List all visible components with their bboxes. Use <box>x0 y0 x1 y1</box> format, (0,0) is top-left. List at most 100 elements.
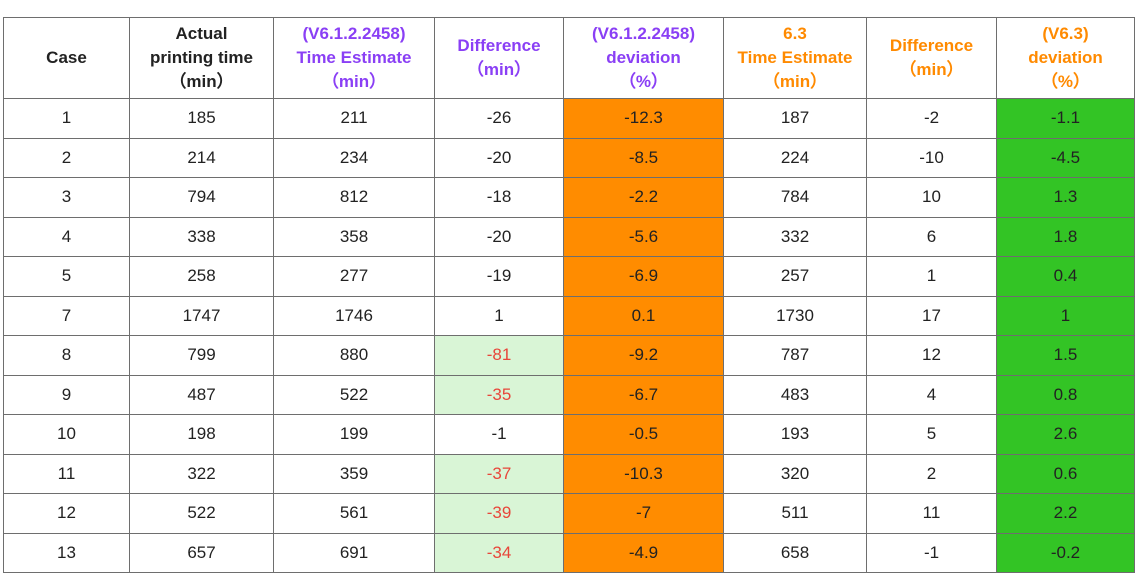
header-line: Difference <box>889 36 974 55</box>
cell-v63-difference: 4 <box>866 374 997 415</box>
cell-v612-estimate: 199 <box>273 414 435 455</box>
cell-v612-deviation: -8.5 <box>563 137 724 178</box>
header-v63-difference: Difference （min） <box>866 17 997 99</box>
cell-case: 5 <box>3 256 130 297</box>
header-line: deviation <box>606 48 681 67</box>
header-v612-deviation: (V6.1.2.2458) deviation （%） <box>563 17 724 99</box>
cell-v612-estimate: 812 <box>273 177 435 218</box>
cell-v612-estimate: 211 <box>273 98 435 139</box>
cell-v612-difference: 1 <box>434 295 564 336</box>
table-row: 3 794 812 -18 -2.2 784 10 1.3 <box>3 177 1135 218</box>
header-line: Time Estimate <box>737 48 853 67</box>
cell-case: 7 <box>3 295 130 336</box>
table-row: 2 214 234 -20 -8.5 224 -10 -4.5 <box>3 137 1135 178</box>
cell-v63-deviation: -4.5 <box>996 137 1135 178</box>
cell-actual-time: 522 <box>129 493 274 534</box>
cell-v63-difference: 6 <box>866 216 997 257</box>
header-line: printing time <box>150 48 253 67</box>
cell-case: 10 <box>3 414 130 455</box>
header-line: (V6.1.2.2458) <box>302 24 406 43</box>
cell-v63-deviation: 0.4 <box>996 256 1135 297</box>
cell-v63-difference: 12 <box>866 335 997 376</box>
cell-v612-estimate: 234 <box>273 137 435 178</box>
table-row: 11 322 359 -37 -10.3 320 2 0.6 <box>3 453 1135 494</box>
cell-v63-difference: -10 <box>866 137 997 178</box>
cell-v63-deviation: 2.2 <box>996 493 1135 534</box>
header-line: （%） <box>618 72 669 91</box>
cell-case: 1 <box>3 98 130 139</box>
header-line: （min） <box>899 60 964 79</box>
table-row: 10 198 199 -1 -0.5 193 5 2.6 <box>3 414 1135 455</box>
cell-v63-deviation: 1 <box>996 295 1135 336</box>
cell-v612-difference: -34 <box>434 532 564 573</box>
header-line: Time Estimate <box>296 48 412 67</box>
cell-actual-time: 185 <box>129 98 274 139</box>
cell-v612-estimate: 691 <box>273 532 435 573</box>
header-line: （min） <box>321 72 387 91</box>
cell-actual-time: 487 <box>129 374 274 415</box>
cell-v612-deviation: -2.2 <box>563 177 724 218</box>
cell-actual-time: 657 <box>129 532 274 573</box>
cell-actual-time: 258 <box>129 256 274 297</box>
table-row: 1 185 211 -26 -12.3 187 -2 -1.1 <box>3 98 1135 139</box>
cell-v63-difference: -1 <box>866 532 997 573</box>
cell-v612-estimate: 561 <box>273 493 435 534</box>
cell-v63-estimate: 320 <box>723 453 867 494</box>
cell-v612-difference: -20 <box>434 216 564 257</box>
cell-v612-estimate: 358 <box>273 216 435 257</box>
cell-v63-estimate: 193 <box>723 414 867 455</box>
cell-actual-time: 799 <box>129 335 274 376</box>
table-row: 5 258 277 -19 -6.9 257 1 0.4 <box>3 256 1135 297</box>
cell-v612-deviation: 0.1 <box>563 295 724 336</box>
cell-v612-deviation: -6.7 <box>563 374 724 415</box>
cell-v63-deviation: -0.2 <box>996 532 1135 573</box>
header-v63-estimate: 6.3 Time Estimate （min） <box>723 17 867 99</box>
cell-actual-time: 1747 <box>129 295 274 336</box>
header-line: deviation <box>1028 48 1103 67</box>
cell-v63-estimate: 787 <box>723 335 867 376</box>
cell-case: 11 <box>3 453 130 494</box>
table-row: 4 338 358 -20 -5.6 332 6 1.8 <box>3 216 1135 257</box>
cell-v612-deviation: -10.3 <box>563 453 724 494</box>
cell-actual-time: 794 <box>129 177 274 218</box>
header-case: Case <box>3 17 130 99</box>
cell-v612-difference: -18 <box>434 177 564 218</box>
cell-v63-difference: 17 <box>866 295 997 336</box>
cell-v612-deviation: -4.9 <box>563 532 724 573</box>
cell-v63-difference: 1 <box>866 256 997 297</box>
cell-v63-difference: 5 <box>866 414 997 455</box>
cell-v63-deviation: -1.1 <box>996 98 1135 139</box>
header-line: （min） <box>169 72 234 91</box>
header-row: Case Actual printing time （min） (V6.1.2.2458… <box>3 17 1135 99</box>
cell-v612-difference: -20 <box>434 137 564 178</box>
cell-actual-time: 338 <box>129 216 274 257</box>
cell-v63-difference: 11 <box>866 493 997 534</box>
header-line: Case <box>46 48 87 67</box>
cell-v63-deviation: 1.8 <box>996 216 1135 257</box>
cell-v612-difference: -19 <box>434 256 564 297</box>
cell-v612-deviation: -0.5 <box>563 414 724 455</box>
cell-case: 13 <box>3 532 130 573</box>
header-line: （min） <box>762 72 828 91</box>
header-line: (V6.1.2.2458) <box>591 24 695 43</box>
cell-case: 8 <box>3 335 130 376</box>
cell-v612-estimate: 880 <box>273 335 435 376</box>
cell-v612-difference: -39 <box>434 493 564 534</box>
cell-v612-difference: -35 <box>434 374 564 415</box>
header-line: （min） <box>466 60 532 79</box>
header-line: (V6.3) <box>1042 24 1089 43</box>
header-actual-time: Actual printing time （min） <box>129 17 274 99</box>
cell-actual-time: 198 <box>129 414 274 455</box>
cell-v63-difference: -2 <box>866 98 997 139</box>
cell-v612-deviation: -6.9 <box>563 256 724 297</box>
cell-v63-deviation: 1.5 <box>996 335 1135 376</box>
cell-v63-estimate: 187 <box>723 98 867 139</box>
table-row: 12 522 561 -39 -7 511 11 2.2 <box>3 493 1135 534</box>
table-row: 9 487 522 -35 -6.7 483 4 0.8 <box>3 374 1135 415</box>
cell-v63-estimate: 511 <box>723 493 867 534</box>
cell-v63-deviation: 2.6 <box>996 414 1135 455</box>
comparison-table: Case Actual printing time （min） (V6.1.2.2458… <box>3 17 1135 573</box>
cell-case: 12 <box>3 493 130 534</box>
cell-v63-estimate: 224 <box>723 137 867 178</box>
header-line: Difference <box>457 36 541 55</box>
